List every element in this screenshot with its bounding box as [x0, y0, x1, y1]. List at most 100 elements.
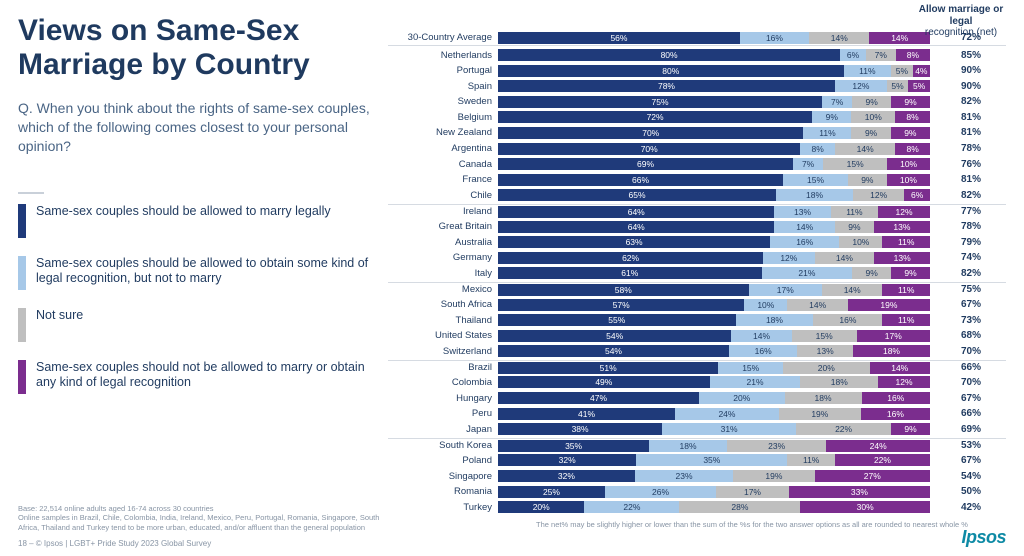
- chart-row: Canada69%7%15%10%76%: [388, 157, 1006, 171]
- bar-segment: 18%: [649, 440, 727, 452]
- chart-row: South Korea35%18%23%24%53%: [388, 438, 1006, 452]
- bar-segment: 38%: [498, 423, 662, 435]
- bar-segment: 15%: [718, 362, 783, 374]
- bar-segment: 13%: [797, 345, 853, 357]
- stacked-bar: 41%24%19%16%: [498, 408, 930, 420]
- net-value: 78%: [930, 221, 1006, 232]
- bar-segment: 24%: [675, 408, 779, 420]
- bar-segment: 11%: [787, 454, 835, 466]
- chart-row: Brazil51%15%20%14%66%: [388, 360, 1006, 374]
- bar-segment: 25%: [498, 486, 605, 498]
- bar-segment: 10%: [851, 111, 895, 123]
- bar-segment: 9%: [812, 111, 851, 123]
- bar-segment: 21%: [762, 267, 853, 279]
- bar-segment: 49%: [498, 376, 710, 388]
- bar-segment: 65%: [498, 189, 776, 201]
- bar-segment: 75%: [498, 96, 822, 108]
- bar-segment: 6%: [840, 49, 866, 61]
- bar-segment: 11%: [882, 314, 930, 326]
- bar-segment: 57%: [498, 299, 744, 311]
- bar-segment: 18%: [800, 376, 878, 388]
- stacked-bar: 78%12%5%5%: [498, 80, 930, 92]
- net-value: 75%: [930, 284, 1006, 295]
- bar-segment: 55%: [498, 314, 736, 326]
- bar-segment: 14%: [809, 32, 869, 44]
- legend-item: Same-sex couples should be allowed to ob…: [18, 256, 378, 290]
- row-label: Poland: [388, 455, 498, 466]
- row-label: Canada: [388, 159, 498, 170]
- chart-row: Romania25%26%17%33%50%: [388, 485, 1006, 499]
- bar-segment: 26%: [605, 486, 716, 498]
- chart-row: Japan38%31%22%9%69%: [388, 422, 1006, 436]
- net-header-line2: recognition (net): [916, 27, 1006, 39]
- bar-segment: 14%: [815, 252, 875, 264]
- bar-segment: 69%: [498, 158, 793, 170]
- legend-item: Same-sex couples should be allowed to ma…: [18, 204, 378, 238]
- bar-segment: 54%: [498, 345, 729, 357]
- net-value: 67%: [930, 393, 1006, 404]
- chart-row: Great Britain64%14%9%13%78%: [388, 220, 1006, 234]
- bar-segment: 70%: [498, 127, 803, 139]
- bar-segment: 64%: [498, 206, 774, 218]
- row-label: Thailand: [388, 315, 498, 326]
- bar-segment: 12%: [853, 189, 904, 201]
- row-label: Netherlands: [388, 50, 498, 61]
- bar-segment: 23%: [727, 440, 826, 452]
- chart-row: Mexico58%17%14%11%75%: [388, 282, 1006, 296]
- row-label: Ireland: [388, 206, 498, 217]
- chart-row: Australia63%16%10%11%79%: [388, 235, 1006, 249]
- bar-segment: 15%: [783, 174, 848, 186]
- bar-segment: 35%: [498, 440, 649, 452]
- chart-row: Hungary47%20%18%16%67%: [388, 391, 1006, 405]
- bar-segment: 9%: [852, 267, 891, 279]
- bar-segment: 9%: [891, 267, 930, 279]
- stacked-bar: 64%13%11%12%: [498, 206, 930, 218]
- bar-segment: 6%: [904, 189, 930, 201]
- stacked-bar: 25%26%17%33%: [498, 486, 930, 498]
- row-label: Switzerland: [388, 346, 498, 357]
- bar-segment: 24%: [826, 440, 930, 452]
- row-label: Hungary: [388, 393, 498, 404]
- bar-segment: 7%: [866, 49, 896, 61]
- stacked-bar: 55%18%16%11%: [498, 314, 930, 326]
- chart-row: Poland32%35%11%22%67%: [388, 453, 1006, 467]
- stacked-bar: 70%8%14%8%: [498, 143, 930, 155]
- bar-segment: 11%: [803, 127, 851, 139]
- bar-segment: 22%: [835, 454, 930, 466]
- bar-segment: 18%: [776, 189, 853, 201]
- legend-label: Same-sex couples should be allowed to ma…: [36, 204, 331, 220]
- legend: Same-sex couples should be allowed to ma…: [18, 192, 378, 394]
- net-value: 90%: [930, 81, 1006, 92]
- stacked-bar: 58%17%14%11%: [498, 284, 930, 296]
- row-label: Mexico: [388, 284, 498, 295]
- bar-segment: 12%: [835, 80, 887, 92]
- footnote-base: Base: 22,514 online adults aged 16-74 ac…: [18, 504, 398, 532]
- legend-label: Same-sex couples should be allowed to ob…: [36, 256, 378, 287]
- bar-segment: 9%: [891, 423, 930, 435]
- bar-segment: 9%: [851, 127, 890, 139]
- row-label: Brazil: [388, 362, 498, 373]
- bar-segment: 22%: [796, 423, 891, 435]
- left-panel: Views on Same-Sex Marriage by Country Q.…: [18, 14, 388, 550]
- bar-segment: 10%: [744, 299, 787, 311]
- net-value: 66%: [930, 408, 1006, 419]
- row-label: United States: [388, 330, 498, 341]
- bar-segment: 19%: [848, 299, 930, 311]
- bar-segment: 28%: [679, 501, 800, 513]
- bar-segment: 9%: [891, 96, 930, 108]
- bar-segment: 8%: [800, 143, 835, 155]
- stacked-bar: 56%16%14%14%: [498, 32, 930, 44]
- net-value: 70%: [930, 346, 1006, 357]
- bar-segment: 8%: [896, 49, 930, 61]
- row-label: 30-Country Average: [388, 32, 498, 43]
- bar-segment: 72%: [498, 111, 812, 123]
- net-value: 54%: [930, 471, 1006, 482]
- bar-segment: 16%: [770, 236, 839, 248]
- net-value: 81%: [930, 174, 1006, 185]
- bar-segment: 15%: [823, 158, 887, 170]
- chart-row: Chile65%18%12%6%82%: [388, 188, 1006, 202]
- stacked-bar: 49%21%18%12%: [498, 376, 930, 388]
- net-value: 79%: [930, 237, 1006, 248]
- row-label: South Africa: [388, 299, 498, 310]
- chart-row: Argentina70%8%14%8%78%: [388, 142, 1006, 156]
